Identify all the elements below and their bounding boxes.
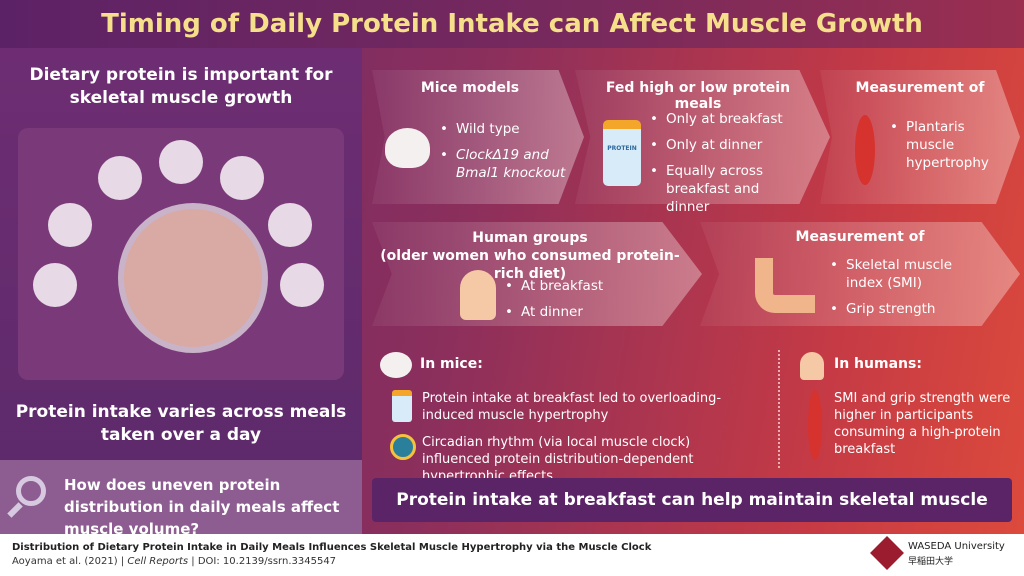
left-panel: Dietary protein is important for skeleta… (0, 48, 362, 538)
grain-icon (98, 156, 142, 200)
infographic: Timing of Daily Protein Intake can Affec… (0, 0, 1024, 534)
measure-title: Measurement of (855, 80, 985, 96)
mouse-icon (385, 128, 430, 168)
doi: DOI: 10.2139/ssrn.3345547 (197, 556, 337, 567)
fed-title: Fed high or low protein meals (605, 80, 791, 112)
food-muscle-illustration (18, 128, 344, 380)
list-item: At breakfast (505, 277, 635, 295)
university-name: WASEDA University (908, 541, 1005, 552)
muscle-icon (808, 390, 822, 460)
human-groups-title: Human groups (472, 230, 588, 246)
protein-bottle-icon: PROTEIN (603, 120, 641, 186)
mice-models-title: Mice models (420, 80, 520, 96)
human-measure-title: Measurement of (795, 229, 925, 245)
left-heading: Dietary protein is important for skeleta… (29, 65, 333, 108)
waseda-logo (870, 536, 904, 570)
protein-bottle-icon (392, 390, 412, 422)
footer: Distribution of Dietary Protein Intake i… (0, 534, 1024, 576)
research-question: How does uneven protein distribution in … (0, 460, 362, 538)
human-results-title: In humans: (834, 356, 922, 372)
page-title: Timing of Daily Protein Intake can Affec… (0, 0, 1024, 48)
divider (778, 350, 780, 468)
clock-icon (390, 434, 416, 460)
list-item: Grip strength (830, 300, 990, 318)
arm-muscle-icon (755, 258, 815, 313)
mice-result-1: Protein intake at breakfast led to overl… (422, 391, 722, 423)
fish-icon (280, 263, 324, 307)
mushroom-icon (33, 263, 77, 307)
chicken-icon (220, 156, 264, 200)
list-item: Only at dinner (650, 136, 800, 154)
nuts-icon (48, 203, 92, 247)
mice-results-title: In mice: (420, 356, 483, 372)
list-item: At dinner (505, 303, 635, 321)
separator: | (120, 556, 125, 567)
human-result-1: SMI and grip strength were higher in par… (834, 391, 1011, 457)
list-item: Only at breakfast (650, 110, 800, 128)
list-item: Equally across breakfast and dinner (650, 162, 800, 216)
paper-title: Distribution of Dietary Protein Intake i… (12, 542, 652, 553)
muscle-arm-image (118, 203, 268, 353)
left-subheading: Protein intake varies across meals taken… (15, 402, 347, 445)
journal: Cell Reports (127, 556, 189, 567)
separator: | (191, 556, 195, 567)
cheese-icon (268, 203, 312, 247)
authors: Aoyama et al. (2021) (12, 556, 118, 567)
list-item: Wild type (440, 120, 575, 138)
muscle-icon (855, 115, 875, 185)
list-item: Plantaris muscle hypertrophy (890, 118, 1000, 172)
woman-icon (460, 270, 496, 320)
magnifier-icon (16, 476, 46, 506)
mouse-icon (380, 352, 412, 378)
conclusion-banner: Protein intake at breakfast can help mai… (372, 478, 1012, 554)
woman-icon (800, 352, 824, 380)
university-name-jp: 早稲田大学 (908, 557, 954, 567)
list-item: Skeletal muscle index (SMI) (830, 256, 990, 292)
milk-icon (159, 140, 203, 184)
question-text: How does uneven protein distribution in … (64, 476, 340, 538)
